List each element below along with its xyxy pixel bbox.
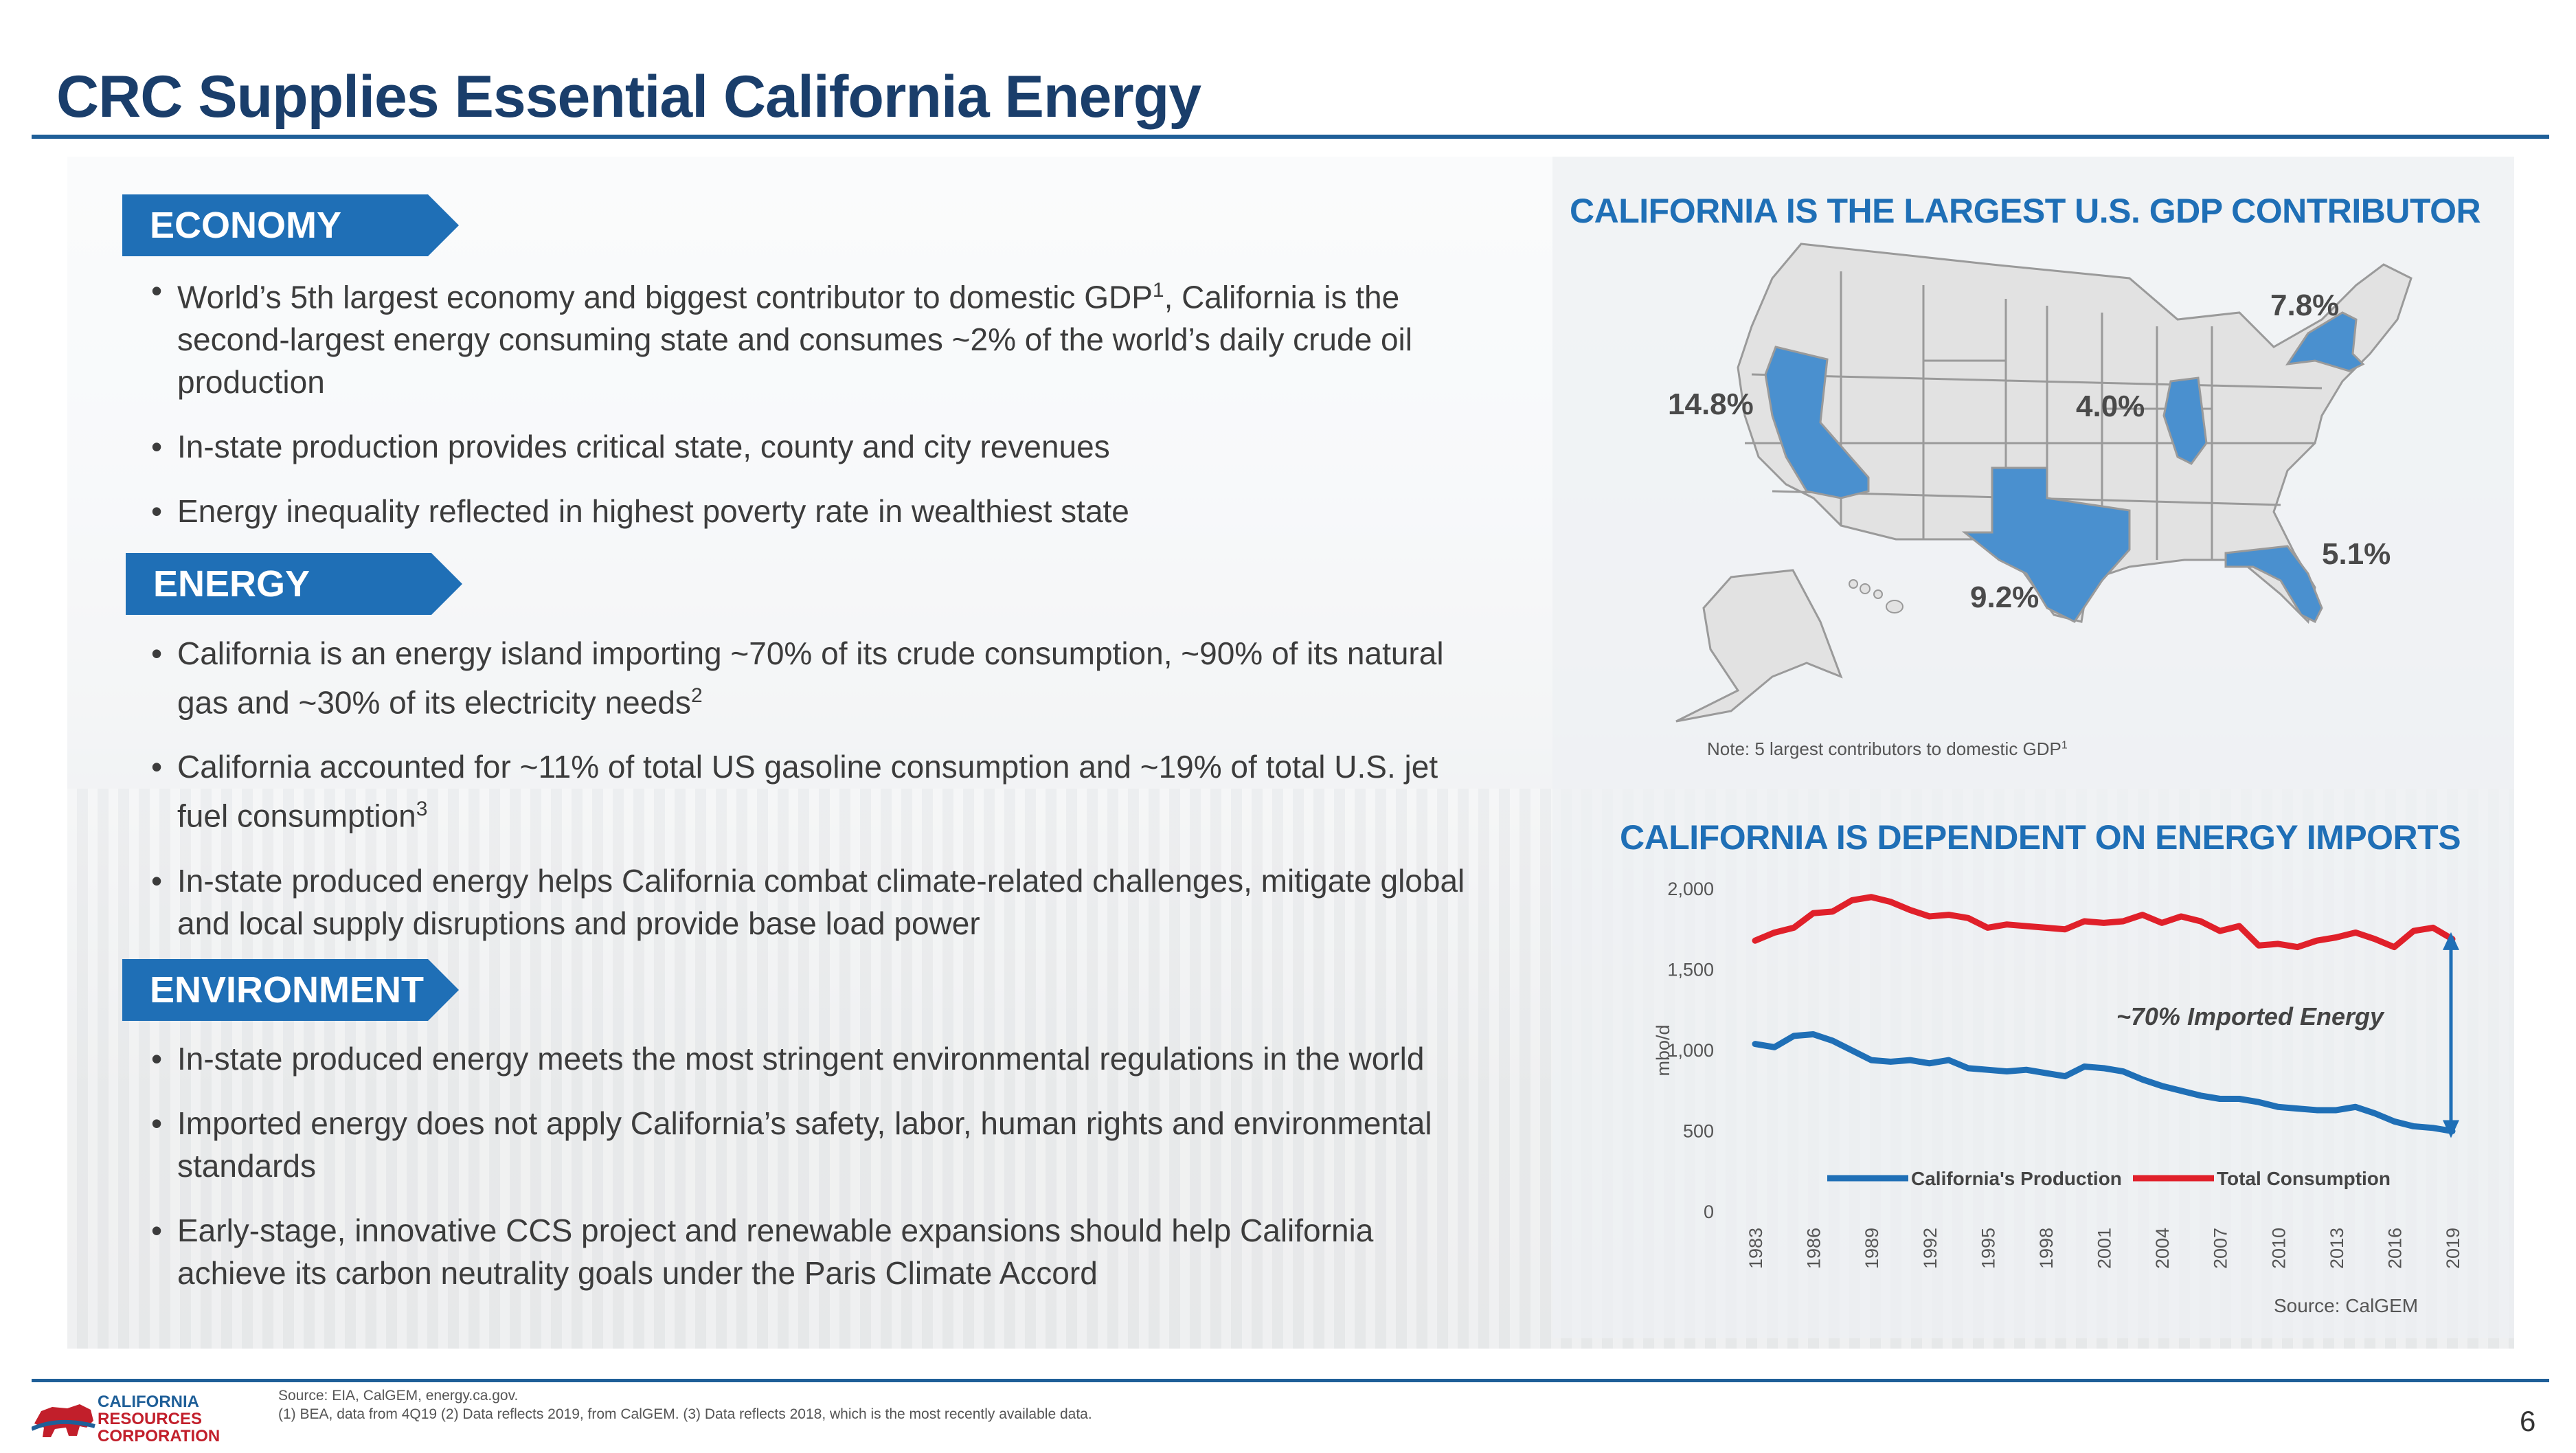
series-line	[1752, 1031, 2456, 1134]
section-tag-environment: ENVIRONMENT	[122, 959, 459, 1021]
florida-shape	[2224, 545, 2323, 624]
x-tick-label: 1992	[1920, 1228, 1941, 1269]
y-axis-label: mbo/d	[1653, 1024, 1673, 1076]
x-tick-label: 2001	[2094, 1228, 2115, 1269]
bullet-item: In-state production provides critical st…	[151, 425, 1484, 468]
y-tick-label: 2,000	[1667, 879, 1714, 899]
x-tick-label: 2013	[2327, 1228, 2347, 1269]
california-shape	[1764, 346, 1870, 499]
us-map	[1675, 243, 2413, 723]
series-line	[1752, 894, 2456, 951]
x-tick-label: 1995	[1978, 1228, 1998, 1269]
alaska-shape	[1675, 569, 1843, 723]
map-label-newyork: 7.8%	[2270, 289, 2340, 322]
chart-title: CALIFORNIA IS DEPENDENT ON ENERGY IMPORT…	[1620, 818, 2461, 857]
x-tick-label: 1983	[1745, 1228, 1766, 1269]
x-tick-label: 2019	[2443, 1228, 2463, 1269]
x-tick-label: 2010	[2268, 1228, 2289, 1269]
y-tick-label: 1,000	[1667, 1040, 1714, 1061]
x-tick-label: 1989	[1862, 1228, 1882, 1269]
section-tag-energy: ENERGY	[126, 553, 462, 615]
annotation-label: ~70% Imported Energy	[2116, 1002, 2385, 1030]
map-title: CALIFORNIA IS THE LARGEST U.S. GDP CONTR…	[1570, 192, 2481, 230]
map-label-illinois: 4.0%	[2076, 390, 2145, 423]
footer-notes: (1) BEA, data from 4Q19 (2) Data reflect…	[278, 1406, 1092, 1422]
crc-logo-text: CALIFORNIA RESOURCES CORPORATION	[98, 1393, 221, 1445]
chart-source: Source: CalGEM	[2274, 1295, 2419, 1316]
bullet-item: Imported energy does not apply Californi…	[151, 1102, 1484, 1187]
bullet-item: California accounted for ~11% of total U…	[151, 745, 1484, 837]
bullet-item: World’s 5th largest economy and biggest …	[151, 269, 1484, 403]
bullet-item: California is an energy island importing…	[151, 632, 1484, 723]
bullet-item: Early-stage, innovative CCS project and …	[151, 1209, 1484, 1294]
crc-logo-bear-icon	[32, 1404, 95, 1437]
hawaii-shape	[1849, 579, 1903, 613]
footer-source: Source: EIA, CalGEM, energy.ca.gov.	[278, 1388, 519, 1404]
bullet-item: Energy inequality reflected in highest p…	[151, 490, 1484, 532]
title-rule	[32, 135, 2549, 139]
legend-label: California's Production	[1911, 1168, 2122, 1189]
illinois-shape	[2162, 376, 2208, 465]
slide-title: CRC Supplies Essential California Energy	[56, 64, 1201, 130]
bullet-item: In-state produced energy meets the most …	[151, 1037, 1484, 1080]
bullet-list-environment: In-state produced energy meets the most …	[151, 1037, 1484, 1316]
y-tick-label: 1,500	[1667, 960, 1714, 980]
us-contiguous-states	[1737, 243, 2413, 624]
imports-line-chart: 0 500 1,000 1,500 2,000 mbo/d 1983 1986 1989 1992…	[1653, 879, 2463, 1269]
y-tick-label: 0	[1704, 1202, 1714, 1222]
map-label-california: 14.8%	[1668, 387, 1754, 421]
x-tick-label: 1998	[2036, 1228, 2057, 1269]
x-tick-label: 2004	[2152, 1228, 2173, 1269]
y-tick-label: 500	[1683, 1121, 1714, 1142]
x-tick-label: 2007	[2211, 1228, 2231, 1269]
map-label-texas: 9.2%	[1970, 581, 2040, 614]
texas-shape	[1961, 466, 2131, 623]
map-note: Note: 5 largest contributors to domestic…	[1707, 739, 2068, 759]
footer-rule	[32, 1379, 2549, 1382]
legend-label: Total Consumption	[2217, 1168, 2391, 1189]
section-tag-economy: ECONOMY	[122, 194, 459, 256]
bullet-item: In-state produced energy helps Californi…	[151, 859, 1484, 945]
bullet-list-energy: California is an energy island importing…	[151, 632, 1484, 967]
map-label-florida: 5.1%	[2322, 537, 2391, 571]
newyork-shape	[2285, 311, 2365, 372]
annotation-arrow-head-down	[2443, 1120, 2459, 1138]
page-number: 6	[2520, 1405, 2536, 1437]
x-tick-label: 1986	[1804, 1228, 1824, 1269]
bullet-list-economy: World’s 5th largest economy and biggest …	[151, 269, 1484, 554]
x-tick-label: 2016	[2384, 1228, 2405, 1269]
annotation-arrow-head-up	[2443, 932, 2459, 950]
